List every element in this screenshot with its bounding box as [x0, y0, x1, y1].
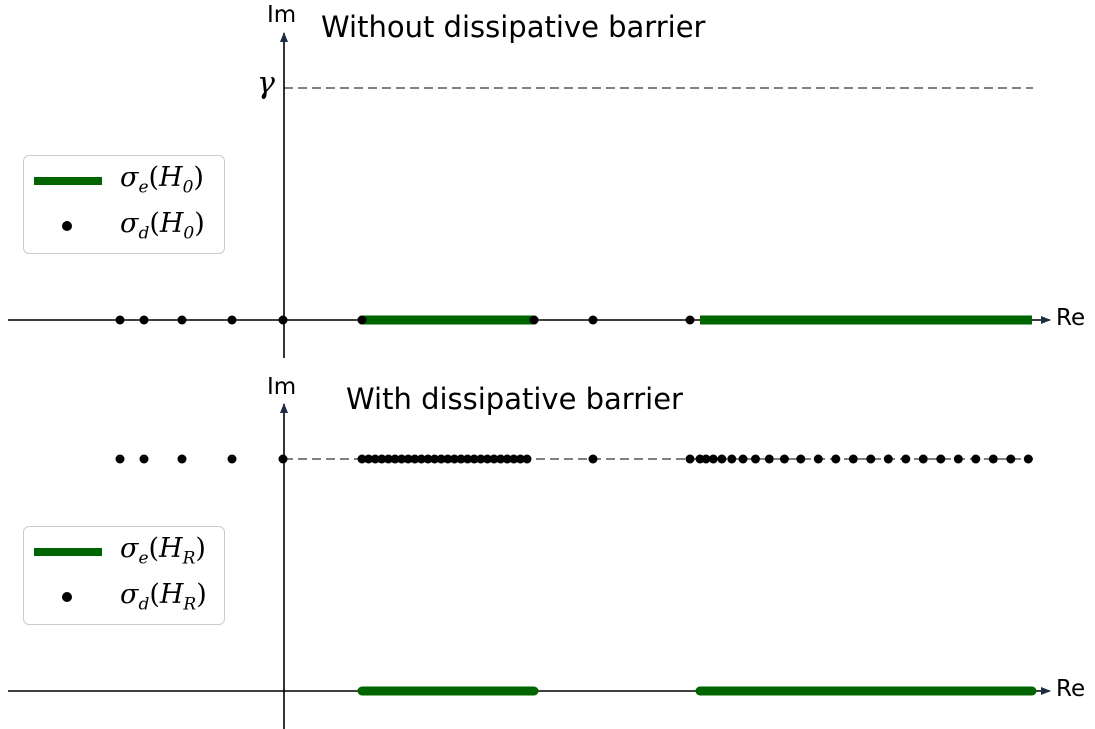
- top-band-edge-dot: [529, 315, 539, 325]
- top-discrete-point: [588, 315, 598, 325]
- bottom-discrete-point: [403, 454, 413, 464]
- bottom-discrete-point: [727, 454, 737, 464]
- bottom-discrete-point: [443, 454, 453, 464]
- bottom-panel: [8, 403, 1051, 729]
- bottom-discrete-point: [813, 454, 823, 464]
- bottom-discrete-point: [383, 454, 393, 464]
- bottom-discrete-point: [377, 454, 387, 464]
- bottom-discrete-point: [482, 454, 492, 464]
- bottom-discrete-point: [1006, 454, 1016, 464]
- bottom-discrete-point: [449, 454, 459, 464]
- bottom-discrete-point: [1023, 454, 1033, 464]
- bottom-discrete-point: [515, 454, 525, 464]
- bottom-discrete-point: [831, 454, 841, 464]
- bottom-discrete-point: [115, 454, 125, 464]
- essential-spectrum-swatch: [34, 177, 102, 185]
- top-panel-title: Without dissipative barrier: [321, 10, 706, 44]
- top-discrete-point: [115, 315, 125, 325]
- top-discrete-point: [177, 315, 187, 325]
- top-discrete-point: [278, 315, 288, 325]
- bottom-discrete-point: [476, 454, 486, 464]
- bottom-discrete-point: [717, 454, 727, 464]
- bottom-panel-title: With dissipative barrier: [346, 382, 683, 416]
- top-legend-discrete: σd(H0): [24, 206, 224, 246]
- bottom-discrete-point: [708, 454, 718, 464]
- bottom-discrete-point: [357, 454, 367, 464]
- bottom-im-label: Im: [267, 374, 297, 400]
- bottom-discrete-point: [390, 454, 400, 464]
- discrete-spectrum-swatch: [62, 221, 72, 231]
- bottom-discrete-point: [370, 454, 380, 464]
- bottom-discrete-point: [177, 454, 187, 464]
- top-discrete-point: [139, 315, 149, 325]
- bottom-discrete-point: [502, 454, 512, 464]
- top-discrete-point: [685, 315, 695, 325]
- bottom-discrete-point: [796, 454, 806, 464]
- bottom-discrete-point: [410, 454, 420, 464]
- top-im-label: Im: [267, 2, 297, 28]
- gamma-label: γ: [257, 66, 275, 101]
- bottom-discrete-point: [588, 454, 598, 464]
- bottom-discrete-point: [848, 454, 858, 464]
- top-re-label: Re: [1056, 305, 1086, 331]
- bottom-discrete-point: [489, 454, 499, 464]
- bottom-discrete-point: [953, 454, 963, 464]
- bottom-discrete-point: [423, 454, 433, 464]
- bottom-legend-discrete: σd(HR): [24, 577, 224, 617]
- bottom-discrete-point: [364, 454, 374, 464]
- bottom-discrete-point: [463, 454, 473, 464]
- top-discrete-point: [227, 315, 237, 325]
- bottom-re-label: Re: [1056, 676, 1086, 702]
- bottom-legend-essential-label: σe(HR): [120, 533, 206, 569]
- bottom-discrete-point: [139, 454, 149, 464]
- bottom-discrete-point: [430, 454, 440, 464]
- bottom-discrete-point: [416, 454, 426, 464]
- top-band-edge-dot: [357, 315, 367, 325]
- bottom-discrete-point: [496, 454, 506, 464]
- bottom-discrete-point: [509, 454, 519, 464]
- bottom-discrete-point: [764, 454, 774, 464]
- bottom-discrete-point: [685, 454, 695, 464]
- bottom-discrete-point: [988, 454, 998, 464]
- discrete-spectrum-swatch: [62, 592, 72, 602]
- bottom-discrete-point: [883, 454, 893, 464]
- bottom-discrete-point: [779, 454, 789, 464]
- top-legend-discrete-label: σd(H0): [120, 208, 205, 244]
- bottom-discrete-point: [397, 454, 407, 464]
- top-panel: [8, 32, 1051, 358]
- bottom-legend: σe(HR) σd(HR): [23, 526, 225, 625]
- bottom-discrete-point: [469, 454, 479, 464]
- top-legend: σe(H0) σd(H0): [23, 155, 225, 254]
- bottom-discrete-point: [918, 454, 928, 464]
- bottom-discrete-point: [522, 454, 532, 464]
- essential-spectrum-swatch: [34, 548, 102, 556]
- bottom-discrete-point: [971, 454, 981, 464]
- top-legend-essential: σe(H0): [24, 160, 224, 200]
- bottom-discrete-point: [227, 454, 237, 464]
- bottom-discrete-points: [115, 454, 1033, 464]
- bottom-legend-essential: σe(HR): [24, 531, 224, 571]
- bottom-discrete-point: [738, 454, 748, 464]
- bottom-discrete-point: [751, 454, 760, 464]
- bottom-discrete-point: [701, 454, 711, 464]
- top-legend-essential-label: σe(H0): [120, 162, 204, 198]
- bottom-discrete-point: [866, 454, 876, 464]
- bottom-discrete-point: [278, 454, 288, 464]
- bottom-legend-discrete-label: σd(HR): [120, 579, 207, 615]
- bottom-discrete-point: [936, 454, 946, 464]
- bottom-discrete-point: [901, 454, 911, 464]
- bottom-discrete-point: [436, 454, 446, 464]
- bottom-discrete-point: [456, 454, 466, 464]
